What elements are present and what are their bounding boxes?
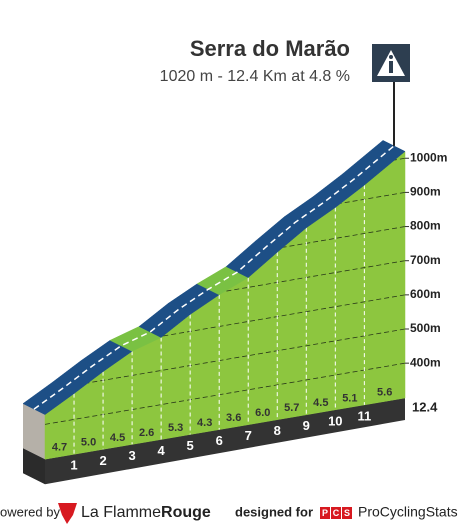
grid-line — [45, 328, 405, 391]
segment-face — [306, 207, 336, 416]
y-tick-label: 400m — [410, 355, 441, 369]
x-tick-label: 4 — [158, 443, 166, 458]
summit-marker — [372, 44, 410, 82]
side-face — [23, 403, 45, 460]
gradient-label: 5.1 — [342, 392, 357, 404]
profile: 400m 500m 600m 700m 800m 900m 1000m 1 2 3 4 5 6 7 8 9 10… — [22, 82, 447, 485]
gradient-label: 6.0 — [255, 407, 270, 419]
y-tick-label: 600m — [410, 287, 441, 301]
x-tick-label: 11 — [357, 408, 371, 423]
x-tick-label: 6 — [216, 433, 223, 448]
pcs-box — [331, 507, 341, 519]
x-tick-label: 7 — [245, 428, 252, 443]
brand-a: La Flamme — [81, 504, 161, 521]
y-tick-label: 700m — [410, 253, 441, 267]
base-band — [45, 398, 405, 485]
gradient-label: 3.6 — [226, 412, 241, 424]
brand: La FlammeRouge — [81, 504, 211, 521]
gradient-label: 4.5 — [110, 432, 125, 444]
gradient-label: 4.5 — [313, 397, 328, 409]
x-tick-label: 9 — [303, 418, 310, 433]
distance-label: 12.4 — [412, 399, 438, 414]
pcs-box — [320, 507, 330, 519]
pcs-letter: P — [322, 508, 328, 518]
gradient-label: 4.3 — [197, 417, 212, 429]
y-tick-label: 1000m — [410, 150, 447, 164]
y-tick-label: 900m — [410, 185, 441, 199]
segment-face — [335, 184, 365, 411]
gradient-label: 2.6 — [139, 427, 154, 439]
gradient-label: 5.0 — [81, 437, 96, 449]
powered-by: owered by — [0, 504, 60, 519]
gradient-label: 4.7 — [52, 442, 67, 454]
designed-for: designed for — [235, 504, 313, 519]
road-centerline — [33, 145, 395, 410]
x-tick-label: 1 — [70, 458, 77, 473]
gradient-label: 5.7 — [284, 402, 299, 414]
x-tick-label: 10 — [328, 413, 342, 428]
segment-face — [189, 294, 220, 435]
grid-line — [45, 362, 405, 425]
gradient-label: 5.6 — [377, 386, 392, 398]
x-tick-label: 2 — [99, 453, 106, 468]
pcs-letter: S — [344, 508, 350, 518]
brand-logo — [58, 503, 77, 524]
segment-face — [218, 277, 249, 430]
segment-face — [277, 227, 307, 420]
chart-subtitle: 1020 m - 12.4 Km at 4.8 % — [160, 68, 350, 85]
segment-face — [247, 251, 278, 425]
pcs-box — [342, 507, 352, 519]
pcs-letter: C — [333, 508, 340, 518]
x-tick-label: 3 — [128, 448, 135, 463]
y-tick-label: 500m — [410, 321, 441, 335]
x-tick-label: 5 — [187, 438, 194, 453]
brand-b: Rouge — [161, 504, 211, 521]
y-tick-label: 800m — [410, 219, 441, 233]
gradient-label: 5.3 — [168, 422, 183, 434]
chart-title: Serra do Marão — [190, 36, 350, 61]
x-tick-label: 8 — [274, 423, 281, 438]
side-base — [23, 448, 45, 485]
site-name: ProCyclingStats — [358, 504, 458, 520]
